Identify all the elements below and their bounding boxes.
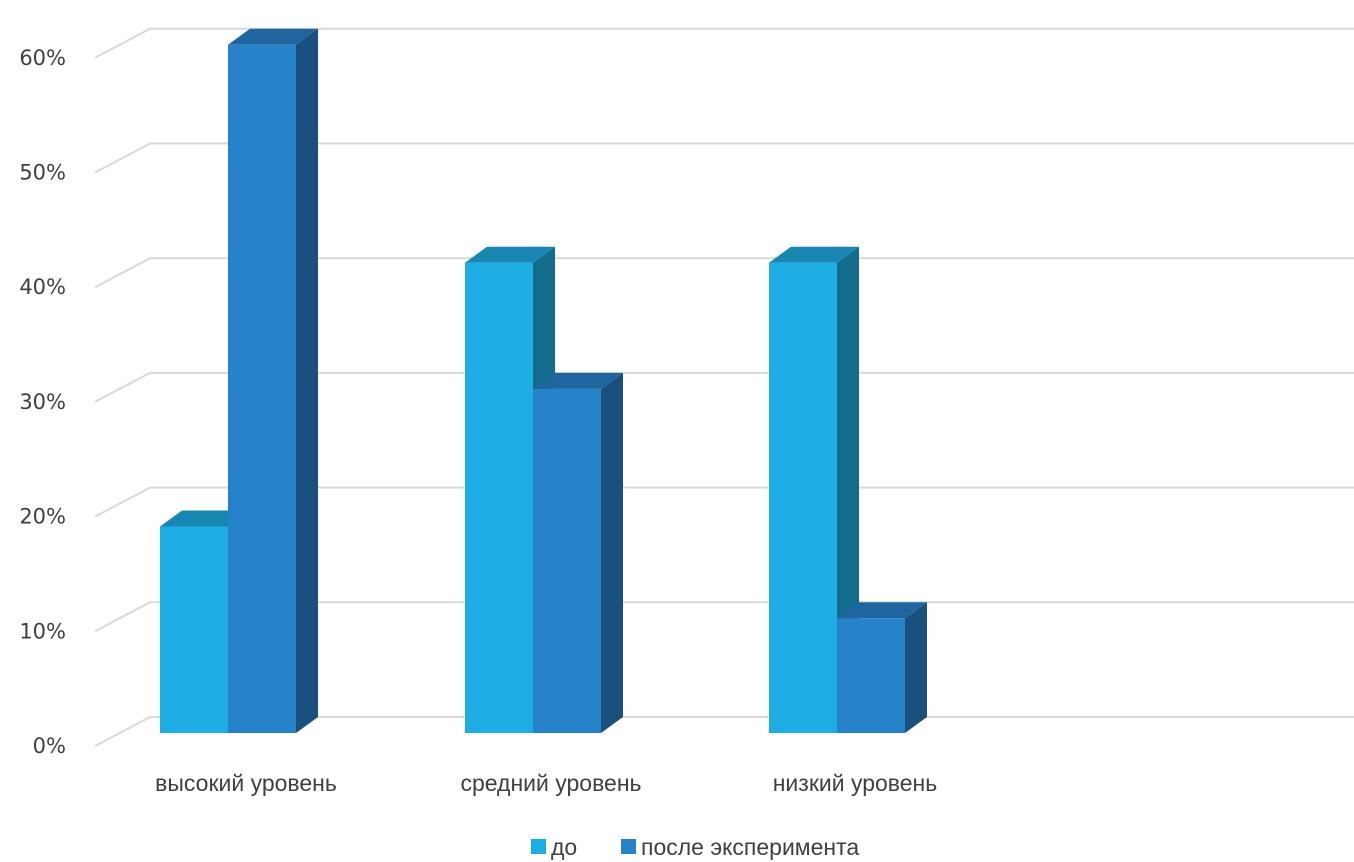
y-tick-label: 20% — [19, 505, 66, 529]
legend: до после эксперимента — [531, 834, 859, 860]
y-axis-tick-labels: 0% 10% 20% 30% 40% 50% 60% — [19, 46, 66, 758]
bars — [160, 28, 927, 734]
legend-swatch — [531, 839, 546, 854]
y-tick-label: 30% — [19, 390, 66, 414]
bar — [533, 372, 623, 733]
x-category-label: средний уровень — [460, 770, 641, 796]
bar — [228, 28, 318, 734]
y-tick-label: 50% — [19, 161, 66, 185]
y-tick-label: 10% — [19, 619, 66, 643]
gridline-side — [94, 27, 151, 59]
gridline-side — [94, 142, 151, 174]
x-category-label: низкий уровень — [773, 770, 938, 796]
gridline-side — [94, 372, 151, 403]
y-tick-label: 0% — [33, 734, 66, 758]
y-tick-label: 40% — [19, 275, 66, 299]
legend-label: до — [551, 834, 577, 860]
gridline-side — [94, 486, 151, 518]
x-category-label: высокий уровень — [155, 770, 337, 796]
gridline-side — [94, 716, 151, 747]
x-axis-category-labels: высокий уровень средний уровень низкий уро… — [155, 770, 937, 796]
bar — [837, 602, 927, 733]
y-tick-label: 60% — [19, 46, 66, 70]
gridline-side — [94, 601, 151, 633]
legend-item: до — [531, 834, 577, 860]
legend-swatch — [621, 839, 636, 854]
bar — [769, 246, 859, 734]
legend-item: после эксперимента — [621, 834, 859, 860]
legend-label: после эксперимента — [641, 834, 859, 860]
gridlines — [94, 27, 1354, 747]
gridline-side — [94, 257, 151, 289]
